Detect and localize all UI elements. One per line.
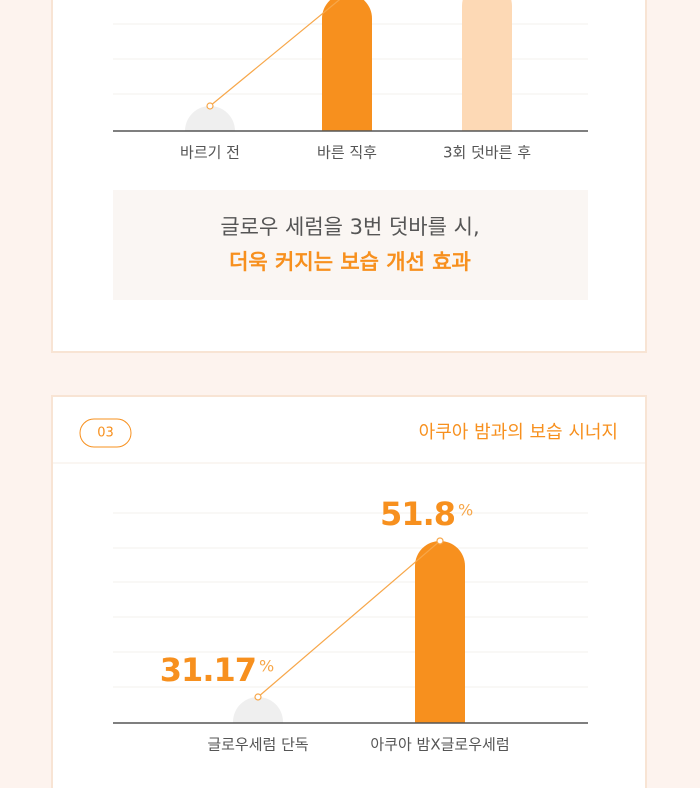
bar bbox=[462, 0, 512, 131]
bar bbox=[233, 696, 283, 723]
bar bbox=[322, 0, 372, 131]
x-tick-label: 바르기 전 bbox=[180, 144, 240, 162]
connector-line bbox=[257, 540, 441, 698]
badge-label: 03 bbox=[97, 426, 114, 441]
value-unit: % bbox=[458, 500, 473, 519]
card bbox=[51, 395, 647, 788]
point bbox=[254, 693, 262, 701]
annotation: 더욱 커지는 보습 개선 효과 bbox=[229, 250, 471, 274]
annotation-box bbox=[113, 190, 588, 300]
bar bbox=[185, 106, 235, 131]
value-unit: % bbox=[259, 656, 274, 675]
badge bbox=[79, 418, 132, 448]
value-label: 51.8 bbox=[380, 495, 455, 533]
x-tick-label: 바른 직후 bbox=[317, 144, 377, 162]
connector-line bbox=[209, 0, 341, 107]
x-tick-label: 글로우세럼 단독 bbox=[207, 736, 308, 754]
x-tick-label: 3회 덧바른 후 bbox=[443, 144, 531, 162]
point bbox=[436, 537, 444, 545]
bar bbox=[415, 540, 465, 723]
value-label: 31.17 bbox=[160, 651, 256, 689]
x-tick-label: 아쿠아 밤X글로우세럼 bbox=[370, 736, 509, 754]
annotation: 글로우 세럼을 3번 덧바를 시, bbox=[220, 215, 479, 239]
point bbox=[206, 102, 214, 110]
chart-title: 아쿠아 밤과의 보습 시너지 bbox=[419, 422, 618, 443]
